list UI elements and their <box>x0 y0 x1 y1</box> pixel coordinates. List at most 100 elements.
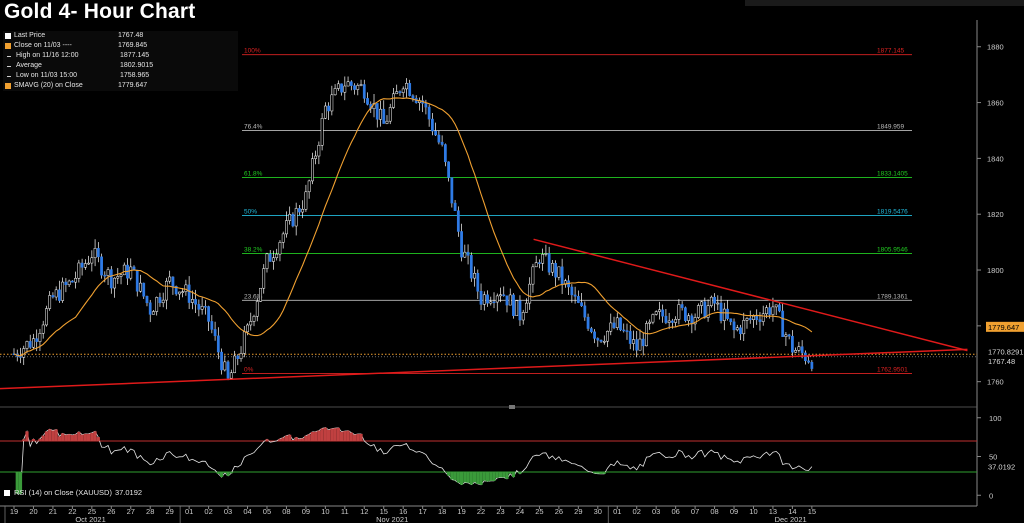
panel-resize-handle <box>509 405 515 409</box>
fib-level-label: 61.8% <box>244 171 263 178</box>
candle-body <box>557 266 561 278</box>
candle-body <box>768 307 772 315</box>
candle-body <box>236 355 240 359</box>
x-tick-label: 22 <box>68 507 76 516</box>
candle-body <box>583 305 587 318</box>
rsi-y-tick-label: 0 <box>989 491 993 500</box>
candle-body <box>589 328 593 333</box>
x-tick-label: 25 <box>535 507 543 516</box>
candle-body <box>246 324 249 333</box>
candle-body <box>700 301 703 306</box>
candle-body <box>311 158 314 182</box>
candle-body <box>502 294 506 297</box>
x-tick-label: 23 <box>496 507 504 516</box>
candle-body <box>51 295 55 298</box>
x-tick-label: 08 <box>710 507 718 516</box>
candle-body <box>431 118 434 132</box>
candle-body <box>732 321 736 331</box>
legend-value: 1769.845 <box>118 42 148 49</box>
fib-price-label: 1805.9546 <box>877 246 908 253</box>
candle-body <box>32 338 35 348</box>
x-tick-label: 15 <box>380 507 388 516</box>
candle-body <box>58 289 61 301</box>
candle-body <box>398 91 402 93</box>
candle-body <box>291 214 295 227</box>
rsi-value-tag-bg <box>986 461 1020 472</box>
x-tick-label: 13 <box>769 507 777 516</box>
fib-level-label: 100% <box>244 48 261 55</box>
candle-body <box>323 105 327 119</box>
candle-body <box>482 294 486 305</box>
x-tick-label: 24 <box>516 507 524 516</box>
fib-price-label: 1762.9501 <box>877 366 908 373</box>
candle-body <box>518 300 522 321</box>
legend-label: High on 11/16 12:00 <box>16 52 79 59</box>
candle-body <box>693 317 697 325</box>
fib-level-label: 23.6% <box>244 293 263 300</box>
candle-body <box>366 98 369 105</box>
candle-body <box>80 262 84 268</box>
legend-label: Close on 11/03 ---- <box>14 42 72 49</box>
rsi-line <box>17 427 813 495</box>
y-tick-label: 1880 <box>987 43 1004 52</box>
price-tag-label: 1767.48 <box>988 357 1015 366</box>
candle-body <box>38 333 42 342</box>
candle-body <box>612 322 616 328</box>
legend-label: SMAVG (20) on Close <box>14 82 83 89</box>
candle-body <box>226 361 230 379</box>
candle-body <box>573 294 577 297</box>
x-tick-label: 09 <box>730 507 738 516</box>
x-tick-label: 27 <box>127 507 135 516</box>
legend-value: 1779.647 <box>118 82 148 89</box>
candle-body <box>551 263 554 273</box>
candle-body <box>388 107 392 122</box>
candle-body <box>515 300 519 316</box>
candle-body <box>229 372 233 379</box>
candle-body <box>547 253 551 273</box>
rsi-value-tag: 37.0192 <box>988 463 1015 472</box>
candle-body <box>359 84 363 86</box>
candle-body <box>576 296 580 303</box>
candle-body <box>683 307 687 321</box>
candle-body <box>765 307 768 315</box>
candle-body <box>54 289 58 298</box>
candle-body <box>210 321 214 330</box>
fib-price-label: 1819.5476 <box>877 208 908 215</box>
candle-body <box>382 108 386 124</box>
candle-body <box>252 316 256 322</box>
x-tick-label: 07 <box>691 507 699 516</box>
rsi-legend-label: RSI (14) on Close (XAUUSD) <box>14 488 112 497</box>
candle-body <box>19 356 22 358</box>
candle-body <box>395 91 399 95</box>
candle-body <box>463 251 467 258</box>
candle-body <box>239 353 243 359</box>
candle-body <box>343 85 347 93</box>
month-label: Nov 2021 <box>376 515 408 523</box>
candle-body <box>301 208 305 213</box>
candle-body <box>139 282 142 292</box>
x-tick-label: 15 <box>808 507 816 516</box>
candle-body <box>661 309 665 317</box>
candle-body <box>272 257 275 262</box>
candle-body <box>544 253 548 255</box>
candle-body <box>320 118 324 146</box>
candle-body <box>392 93 395 108</box>
candle-body <box>638 338 642 351</box>
candle-body <box>353 85 356 90</box>
fib-price-label: 1833.1405 <box>877 171 908 178</box>
candle-body <box>41 324 45 334</box>
candle-body <box>122 264 126 276</box>
candle-body <box>554 263 558 278</box>
candle-body <box>761 313 765 322</box>
candle-body <box>148 302 152 315</box>
candle-body <box>220 351 223 371</box>
candle-body <box>317 145 321 157</box>
candle-body <box>285 220 288 235</box>
candle-body <box>466 251 470 256</box>
candle-body <box>632 339 635 344</box>
rsi-y-tick-label: 50 <box>989 453 997 462</box>
candle-body <box>755 315 759 320</box>
candle-body <box>512 294 515 316</box>
candle-body <box>165 280 168 301</box>
x-tick-label: 29 <box>166 507 174 516</box>
